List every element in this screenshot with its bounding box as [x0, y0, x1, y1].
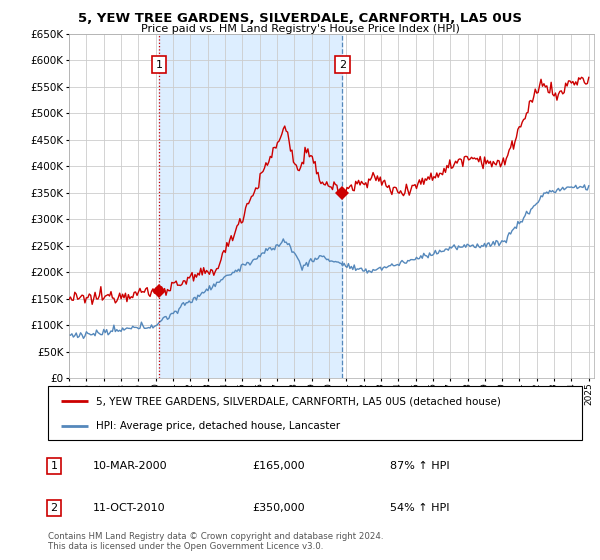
- Text: 10-MAR-2000: 10-MAR-2000: [93, 461, 167, 471]
- Text: 1: 1: [50, 461, 58, 471]
- Text: 2: 2: [339, 59, 346, 69]
- Text: 1: 1: [155, 59, 163, 69]
- Text: 2: 2: [50, 503, 58, 513]
- Text: 5, YEW TREE GARDENS, SILVERDALE, CARNFORTH, LA5 0US: 5, YEW TREE GARDENS, SILVERDALE, CARNFOR…: [78, 12, 522, 25]
- Text: 87% ↑ HPI: 87% ↑ HPI: [390, 461, 449, 471]
- FancyBboxPatch shape: [48, 386, 582, 440]
- Text: 11-OCT-2010: 11-OCT-2010: [93, 503, 166, 513]
- Text: HPI: Average price, detached house, Lancaster: HPI: Average price, detached house, Lanc…: [96, 421, 340, 431]
- Bar: [159, 34, 343, 378]
- Text: Contains HM Land Registry data © Crown copyright and database right 2024.
This d: Contains HM Land Registry data © Crown c…: [48, 532, 383, 552]
- Text: 5, YEW TREE GARDENS, SILVERDALE, CARNFORTH, LA5 0US (detached house): 5, YEW TREE GARDENS, SILVERDALE, CARNFOR…: [96, 396, 501, 407]
- Text: Price paid vs. HM Land Registry's House Price Index (HPI): Price paid vs. HM Land Registry's House …: [140, 24, 460, 34]
- Text: £165,000: £165,000: [252, 461, 305, 471]
- Text: 54% ↑ HPI: 54% ↑ HPI: [390, 503, 449, 513]
- Text: £350,000: £350,000: [252, 503, 305, 513]
